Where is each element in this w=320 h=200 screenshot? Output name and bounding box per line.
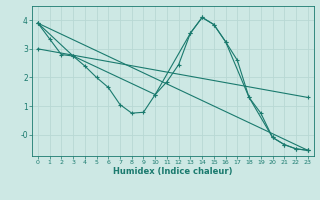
- X-axis label: Humidex (Indice chaleur): Humidex (Indice chaleur): [113, 167, 233, 176]
